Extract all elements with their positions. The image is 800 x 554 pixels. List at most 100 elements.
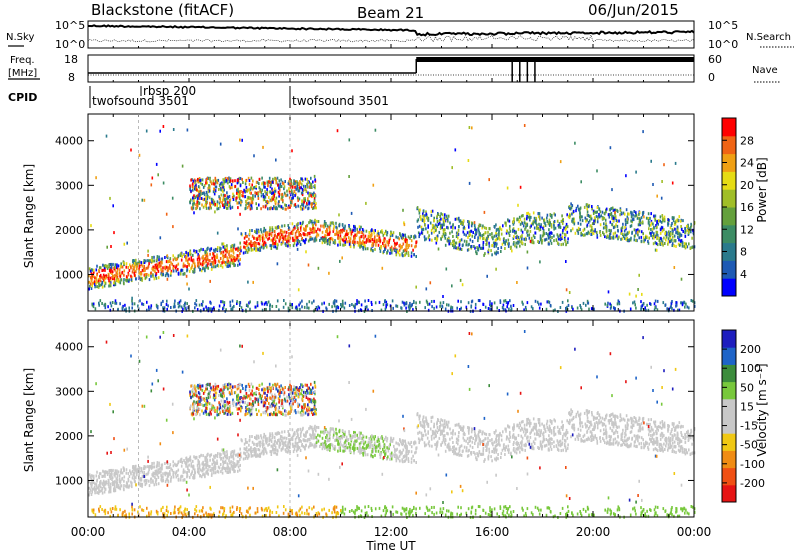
power-cell (517, 203, 519, 207)
power-cell (549, 235, 551, 239)
power-cell (224, 194, 226, 198)
power-cell (595, 230, 598, 234)
power-cell (364, 299, 366, 303)
velocity-cell (103, 484, 105, 488)
power-cell (202, 256, 205, 260)
power-cell (495, 250, 498, 254)
power-cell (239, 177, 242, 180)
power-cell (376, 233, 379, 237)
velocity-cell (600, 420, 603, 424)
power-cell (685, 302, 687, 306)
power-cell (310, 176, 312, 180)
power-cell (296, 182, 299, 186)
power-cell (140, 261, 143, 265)
power-cell (209, 279, 211, 283)
power-cell (433, 306, 435, 310)
power-cell (386, 303, 389, 307)
power-cell (630, 224, 633, 228)
power-cell (475, 230, 478, 234)
power-cell (270, 199, 272, 203)
power-cell (299, 180, 301, 183)
power-cell (353, 245, 355, 249)
velocity-cell (598, 421, 601, 425)
power-cell (236, 257, 238, 261)
power-cell (491, 235, 493, 239)
power-cell (532, 211, 535, 215)
power-cell (193, 194, 195, 198)
power-cell (542, 230, 545, 234)
power-cell (591, 222, 594, 226)
velocity-cell (533, 442, 536, 445)
power-cell (416, 219, 419, 223)
velocity-cell (446, 443, 449, 447)
power-cell (255, 243, 257, 247)
power-cell (522, 302, 524, 306)
power-cell (490, 249, 492, 253)
power-cell (229, 300, 231, 304)
power-cell (653, 216, 656, 220)
power-cell (105, 134, 108, 138)
power-cell (641, 303, 644, 307)
power-cell (178, 300, 181, 304)
power-cell (233, 262, 235, 266)
velocity-cell (231, 455, 233, 459)
power-cell (304, 188, 306, 191)
velocity-cell (172, 464, 175, 468)
power-cell (291, 303, 293, 306)
power-cell (106, 267, 109, 270)
power-cell (427, 225, 429, 229)
velocity-cell (143, 470, 145, 474)
power-cell (555, 238, 558, 242)
power-cell (117, 308, 119, 312)
power-cell (313, 174, 316, 178)
velocity-cell (236, 460, 239, 464)
power-cell (418, 211, 421, 215)
power-cell (234, 184, 237, 188)
power-cell (218, 183, 221, 187)
power-cell (263, 226, 265, 230)
power-cell (198, 261, 200, 265)
power-cell (195, 250, 198, 254)
power-cell (390, 251, 393, 255)
velocity-cell (614, 441, 617, 445)
velocity-cell (359, 447, 362, 451)
power-cell (301, 237, 303, 240)
power-cell (268, 195, 270, 199)
power-cell (213, 265, 215, 269)
power-cell (192, 202, 194, 206)
power-cell (591, 226, 593, 229)
power-cell (335, 229, 338, 233)
power-cell (509, 224, 511, 228)
power-cell (210, 180, 212, 184)
power-cell (691, 245, 693, 249)
velocity-cell (359, 433, 361, 437)
power-cell (105, 274, 107, 278)
power-cell (301, 203, 303, 207)
velocity-cell (354, 431, 356, 435)
power-cell (522, 224, 525, 228)
power-cell (294, 180, 297, 184)
velocity-cell (611, 420, 613, 424)
power-cell (671, 244, 674, 247)
nave-label: Nave (752, 65, 778, 76)
power-cell (650, 232, 652, 236)
power-cell (307, 207, 309, 211)
power-cell (259, 189, 261, 193)
power-cell (558, 237, 560, 241)
power-cell (378, 237, 381, 240)
power-cell (440, 224, 442, 228)
power-cell (197, 177, 199, 181)
velocity-cell (516, 443, 518, 446)
velocity-cell (495, 444, 498, 447)
power-cell (486, 237, 488, 241)
power-cell (468, 230, 471, 234)
power-cell (321, 237, 324, 241)
power-cell (498, 236, 500, 240)
power-cell (256, 231, 258, 235)
power-cell (356, 230, 359, 234)
power-cell (276, 242, 278, 246)
power-cell (250, 248, 253, 252)
power-cell (369, 239, 372, 243)
power-cell (658, 239, 661, 242)
velocity-cell (608, 421, 611, 425)
